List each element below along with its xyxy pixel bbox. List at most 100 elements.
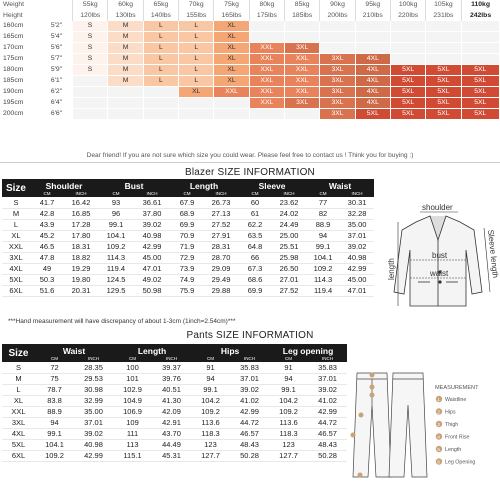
- size-cell: [284, 31, 321, 44]
- pants-measurement-cell: 39.37: [152, 362, 192, 374]
- pants-measurement-cell: 109.2: [269, 406, 309, 418]
- pants-measurement-cell: 35.00: [74, 406, 114, 418]
- blazer-size-row: XXL 46.5 18.31 109.2 42.99 71.9 28.31 64.8 25.51…: [2, 241, 375, 253]
- blazer-size-label: XL: [2, 230, 30, 242]
- blazer-measurement-cell: 24.02: [272, 208, 307, 220]
- pants-measurement-cell: 127.7: [269, 450, 309, 462]
- legend-number: 5: [437, 447, 440, 452]
- blazer-size-label: 3XL: [2, 252, 30, 264]
- blazer-size-row: XL 45.2 17.80 104.1 40.98 70.9 27.91 63.5 25.00 9…: [2, 230, 375, 242]
- size-cell: 3XL: [319, 53, 356, 66]
- size-cell: [72, 108, 109, 121]
- pants-size-row: M 75 29.53 101 39.76 94 37.01 94 37.01: [2, 373, 348, 385]
- pants-measurement-cell: 35.83: [308, 362, 348, 374]
- size-cell: 5XL: [425, 108, 462, 121]
- height-cm: 165cm: [3, 33, 24, 41]
- size-cell: [425, 42, 462, 55]
- size-cell: XXL: [249, 86, 286, 99]
- blazer-size-label: S: [2, 197, 30, 209]
- size-cell: L: [143, 75, 180, 88]
- size-cell: [425, 21, 462, 33]
- size-cell: 5XL: [425, 97, 462, 110]
- blazer-unit-cm: CM: [238, 191, 273, 197]
- weight-kg: 85kg: [284, 0, 320, 11]
- size-cell: L: [178, 31, 215, 44]
- legend-item-label: Front Rise: [445, 435, 469, 441]
- height-row: 185cm 6'1" M L L XL XXL XXL 3XL 4XL 5XL 5XL 5XL: [0, 75, 500, 88]
- pants-col-hips: Hips: [191, 344, 270, 356]
- blazer-measurement-cell: 42.99: [134, 241, 171, 253]
- size-cell: [107, 86, 144, 99]
- size-cell: XL: [213, 53, 250, 66]
- size-cell: XXL: [249, 53, 286, 66]
- weight-kg: 60kg: [107, 0, 144, 11]
- height-row: 165cm 5'4" S M L L XL: [0, 31, 500, 44]
- pants-measurement-cell: 29.53: [74, 373, 114, 385]
- pants-measurement-cell: 46.57: [308, 428, 348, 440]
- blazer-unit-inch: INCH: [204, 191, 239, 197]
- pants-measurement-cell: 104.2: [191, 395, 231, 407]
- blazer-measurement-cell: 27.52: [272, 285, 307, 297]
- legend-marker: [435, 433, 443, 440]
- blazer-measurement-cell: 28.70: [204, 252, 239, 264]
- blazer-measurement-cell: 42.99: [340, 263, 375, 275]
- pants-size-label: S: [2, 362, 35, 374]
- weight-lbs: 165lbs: [213, 10, 250, 21]
- size-cell: 5XL: [461, 86, 500, 99]
- height-ft: 6'2": [50, 88, 63, 96]
- blazer-measurement-cell: 69.9: [238, 285, 273, 297]
- blazer-measurement-cell: 47.01: [340, 285, 375, 297]
- legend-item-label: Hips: [445, 410, 456, 416]
- legend-item-label: Thigh: [445, 422, 458, 428]
- blazer-measurement-cell: 124.5: [98, 274, 134, 286]
- pants-measurement-cell: 72: [35, 362, 74, 374]
- size-cell: L: [178, 64, 215, 77]
- pants-size-label: 3XL: [2, 417, 35, 429]
- blazer-measurement-cell: 41.7: [30, 197, 64, 209]
- height-cm: 180cm: [3, 66, 24, 74]
- legend-marker: [435, 445, 443, 453]
- weight-lbs: 120lbs: [72, 10, 108, 21]
- pants-measurement-cell: 100: [113, 362, 153, 374]
- pants-measurement-cell: 94: [269, 373, 309, 385]
- size-cell: [355, 21, 391, 33]
- size-cell: 5XL: [390, 86, 427, 99]
- weight-lbs: 242lbs: [460, 10, 500, 21]
- blazer-measurement-cell: 47.01: [134, 263, 171, 275]
- pants-unit-inch: INCH: [308, 356, 348, 362]
- weight-kg: 90kg: [319, 0, 356, 11]
- waist-label: waist: [429, 269, 449, 278]
- blazer-measurement-cell: 129.5: [98, 285, 134, 297]
- height-ft: 5'2": [50, 22, 63, 30]
- blazer-unit-cm: CM: [30, 191, 64, 197]
- pants-measurement-cell: 42.99: [74, 450, 114, 462]
- size-cell: [72, 86, 109, 99]
- size-cell: [390, 31, 427, 44]
- weight-kg: 70kg: [178, 0, 214, 11]
- blazer-measurement-cell: 17.28: [64, 219, 98, 231]
- blazer-measurement-cell: 66: [238, 252, 273, 264]
- size-cell: [249, 108, 286, 121]
- pants-measurement-cell: 44.72: [230, 417, 270, 429]
- weight-height-chart: Weight 55kg 60kg 65kg 70kg 75kg 80kg 85kg 90kg 95…: [0, 0, 500, 170]
- blazer-unit-inch: INCH: [134, 191, 171, 197]
- blazer-measurement-cell: 114.3: [306, 274, 341, 286]
- pants-measurement-cell: 50.28: [230, 450, 270, 462]
- size-cell: M: [107, 31, 144, 44]
- pants-measurement-cell: 32.99: [74, 395, 114, 407]
- blazer-diagram: shoulder bust waist length Sleeve length: [387, 203, 500, 307]
- pants-measurement-cell: 109.2: [35, 450, 74, 462]
- blazer-unit-cm: CM: [170, 191, 205, 197]
- size-cell: L: [143, 42, 180, 55]
- pants-unit-cm: CM: [113, 356, 153, 362]
- blazer-unit-inch: INCH: [340, 191, 375, 197]
- pants-measurement-cell: 113.6: [191, 417, 231, 429]
- blazer-measurement-cell: 32.28: [340, 208, 375, 220]
- size-cell: [284, 21, 321, 33]
- pants-measurement-cell: 91: [191, 362, 231, 374]
- blazer-measurement-cell: 50.98: [134, 285, 171, 297]
- height-ft: 5'9": [50, 66, 63, 74]
- blazer-size-label: L: [2, 219, 30, 231]
- pants-unit-cm: CM: [35, 356, 74, 362]
- blazer-size-label: M: [2, 208, 30, 220]
